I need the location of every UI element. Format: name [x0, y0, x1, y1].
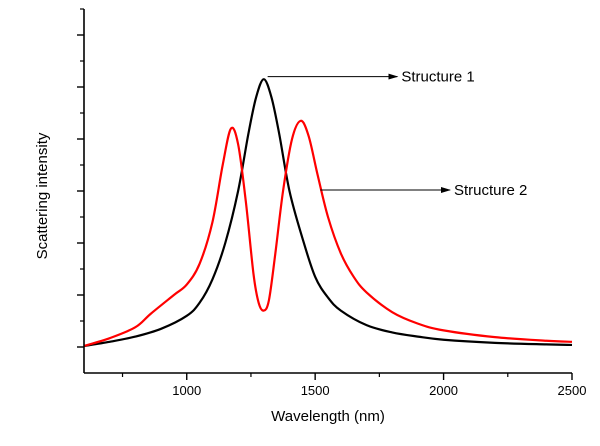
x-tick-label: 1000 — [172, 383, 201, 398]
series-line-structure-2 — [83, 119, 573, 348]
x-tick-label: 1500 — [301, 383, 330, 398]
tick-labels: 1000 1500 2000 2500 — [172, 383, 586, 398]
series-line-structure-1 — [83, 78, 573, 348]
x-tick-label: 2000 — [429, 383, 458, 398]
annotations: Structure 1 Structure 2 — [267, 69, 527, 199]
structure-2-label: Structure 2 — [454, 182, 527, 199]
plot-area — [83, 78, 573, 348]
ticks — [77, 8, 573, 380]
x-tick-label: 2500 — [558, 383, 587, 398]
y-axis-title: Scattering intensity — [34, 132, 51, 259]
structure-1-label: Structure 1 — [401, 69, 474, 86]
x-axis-title: Wavelength (nm) — [271, 408, 385, 425]
